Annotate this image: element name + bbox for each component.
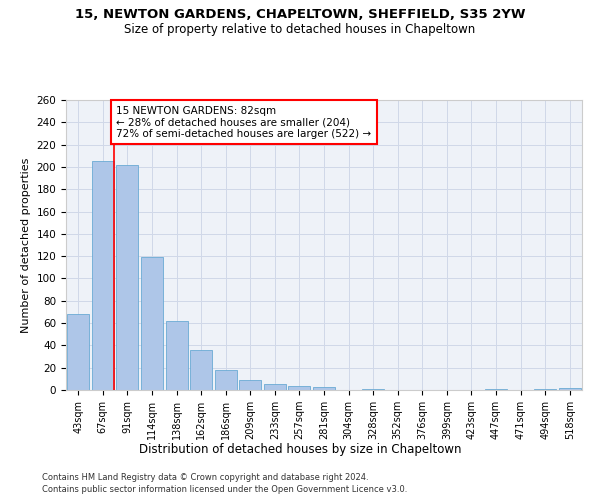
Bar: [116, 164, 139, 390]
Bar: [92, 162, 114, 390]
Bar: [166, 321, 188, 390]
Bar: [362, 389, 384, 390]
Text: Contains HM Land Registry data © Crown copyright and database right 2024.: Contains HM Land Registry data © Crown c…: [42, 472, 368, 482]
Bar: [239, 380, 262, 390]
Bar: [190, 350, 212, 390]
Bar: [67, 314, 89, 390]
Bar: [141, 258, 163, 390]
Text: 15, NEWTON GARDENS, CHAPELTOWN, SHEFFIELD, S35 2YW: 15, NEWTON GARDENS, CHAPELTOWN, SHEFFIEL…: [75, 8, 525, 20]
Text: 15 NEWTON GARDENS: 82sqm
← 28% of detached houses are smaller (204)
72% of semi-: 15 NEWTON GARDENS: 82sqm ← 28% of detach…: [116, 106, 371, 139]
Y-axis label: Number of detached properties: Number of detached properties: [21, 158, 31, 332]
Bar: [534, 389, 556, 390]
Bar: [289, 386, 310, 390]
Bar: [215, 370, 237, 390]
Text: Size of property relative to detached houses in Chapeltown: Size of property relative to detached ho…: [124, 22, 476, 36]
Bar: [313, 386, 335, 390]
Text: Distribution of detached houses by size in Chapeltown: Distribution of detached houses by size …: [139, 442, 461, 456]
Bar: [485, 389, 507, 390]
Bar: [559, 388, 581, 390]
Text: Contains public sector information licensed under the Open Government Licence v3: Contains public sector information licen…: [42, 485, 407, 494]
Bar: [264, 384, 286, 390]
